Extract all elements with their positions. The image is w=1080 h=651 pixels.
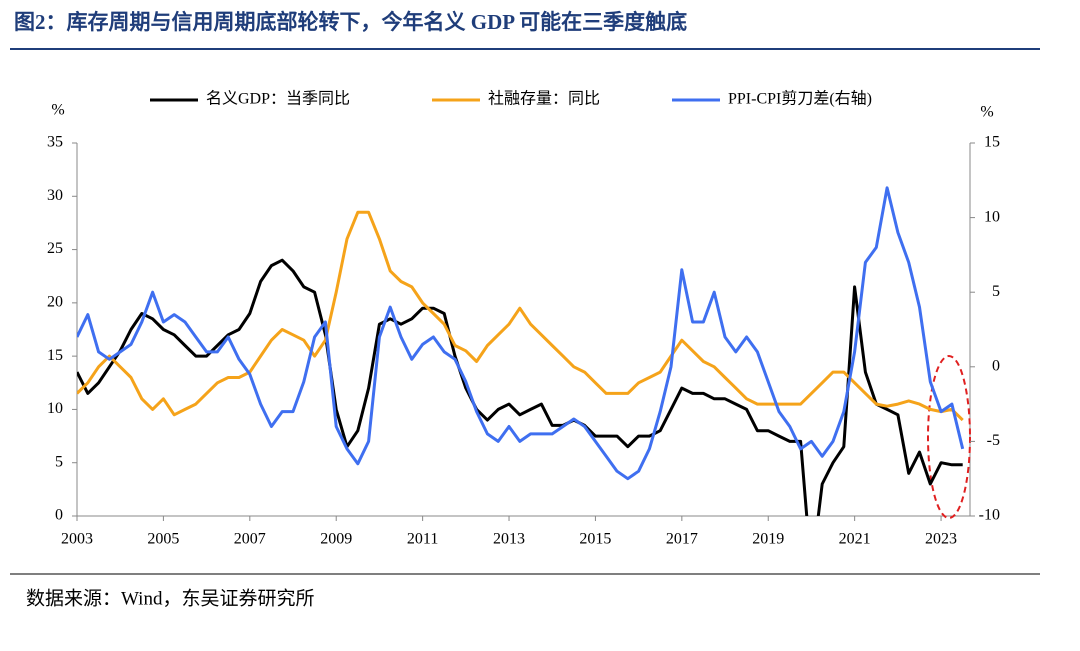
x-tick-label: 2003: [61, 531, 93, 548]
highlight-ellipse: [927, 355, 971, 519]
y-tick-label: 25: [47, 240, 63, 257]
x-tick-label: 2009: [320, 531, 352, 548]
legend-label: 名义GDP：当季同比: [206, 90, 350, 108]
x-tick-label: 2007: [234, 531, 266, 548]
y-tick-label: 0: [55, 507, 63, 524]
series-line: [77, 258, 963, 516]
y2-tick-label: 15: [984, 134, 1000, 151]
series-line: [77, 210, 964, 422]
x-tick-label: 2005: [147, 531, 179, 548]
y2-tick-label: 10: [984, 208, 1000, 225]
x-tick-label: 2011: [407, 531, 438, 548]
y2-tick-label: -10: [979, 507, 1000, 524]
y-tick-label: 30: [47, 187, 63, 204]
y2-tick-label: 5: [992, 283, 1000, 300]
y2-tick-label: -5: [987, 432, 1000, 449]
x-tick-label: 2023: [925, 531, 957, 548]
x-tick-label: 2019: [752, 531, 784, 548]
y2-tick-label: 0: [992, 357, 1000, 374]
legend-label: PPI-CPI剪刀差(右轴): [728, 90, 872, 108]
x-tick-label: 2013: [493, 531, 525, 548]
y2-axis-label: %: [980, 104, 993, 121]
y-axis-label: %: [51, 102, 64, 119]
y-tick-label: 10: [47, 400, 63, 417]
source: 数据来源：Wind，东吴证券研究所: [26, 587, 314, 609]
y-tick-label: 15: [47, 347, 63, 364]
series-line: [77, 186, 965, 481]
y-tick-label: 35: [47, 134, 63, 151]
y-tick-label: 5: [55, 453, 63, 470]
x-tick-label: 2021: [839, 531, 871, 548]
legend-label: 社融存量：同比: [488, 90, 600, 108]
y-tick-label: 20: [47, 294, 63, 311]
chart-title: 图2：库存周期与信用周期底部轮转下，今年名义 GDP 可能在三季度触底: [14, 10, 687, 34]
x-tick-label: 2015: [579, 531, 611, 548]
x-tick-label: 2017: [666, 531, 698, 548]
